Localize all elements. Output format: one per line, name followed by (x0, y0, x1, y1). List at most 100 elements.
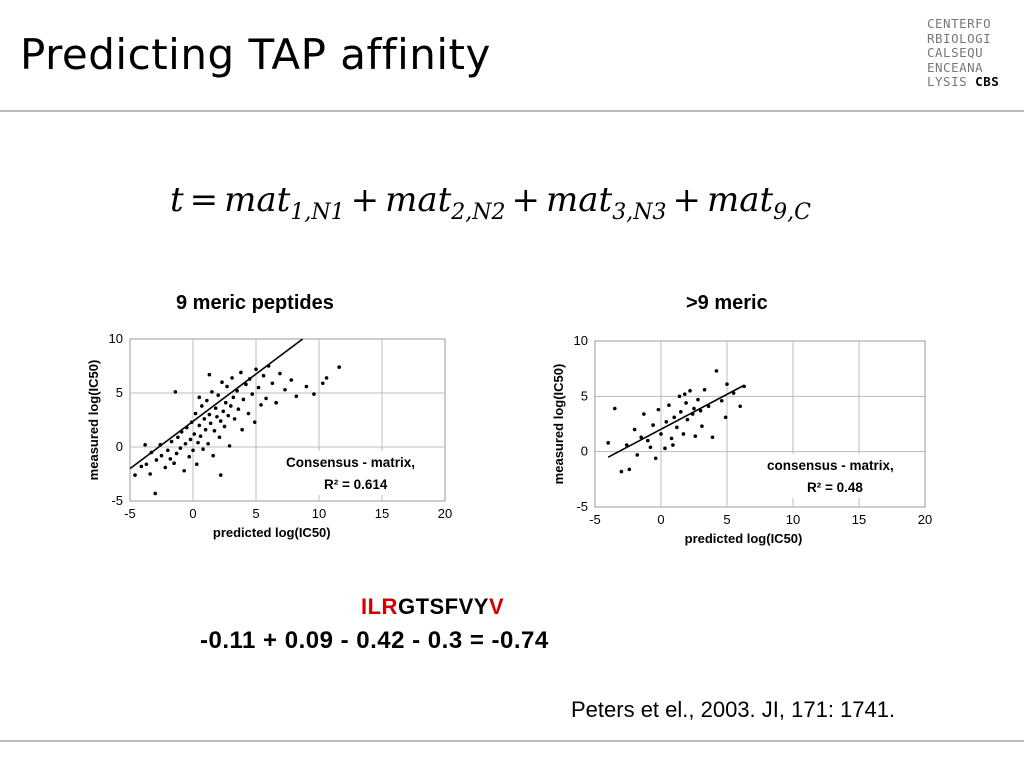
data-point (312, 392, 316, 396)
formula-term-sub: 2,N2 (451, 199, 506, 225)
logo-line: RBIOLOGI (927, 30, 992, 46)
data-point (148, 472, 152, 476)
data-point (738, 404, 742, 409)
chart-title-longer: >9 meric (686, 292, 768, 314)
slide-title: Predicting TAP affinity (20, 30, 491, 79)
x-tick-label: -5 (124, 506, 136, 521)
bottom-divider (0, 740, 1024, 742)
data-point (213, 406, 218, 410)
data-point (656, 407, 661, 412)
data-point (193, 411, 198, 416)
x-axis-label: predicted log(IC50) (685, 531, 803, 546)
y-tick-label: 10 (574, 333, 588, 348)
formula-term-name: mat (546, 180, 613, 220)
data-point (663, 446, 667, 451)
y-tick-label: -5 (111, 493, 123, 508)
data-point (664, 419, 669, 424)
data-point (212, 429, 217, 433)
data-point (178, 446, 183, 450)
data-point (702, 387, 707, 392)
x-tick-label: -5 (589, 512, 601, 527)
cbs-logo: CENTERFO RBIOLOGI CALSEQU ENCEANA LYSIS … (927, 16, 1017, 90)
data-point (187, 454, 192, 459)
data-point (639, 435, 643, 440)
data-point (304, 384, 309, 389)
x-axis-label: predicted log(IC50) (213, 525, 331, 540)
top-divider (0, 110, 1024, 112)
data-point (196, 440, 200, 445)
data-point (218, 419, 223, 423)
formula-lhs: t (170, 180, 184, 220)
data-point (672, 415, 676, 420)
data-point (154, 458, 159, 462)
data-point (221, 409, 226, 414)
data-point (677, 394, 682, 399)
data-point (270, 381, 275, 386)
data-point (659, 432, 663, 436)
data-point (261, 373, 266, 378)
x-tick-label: 10 (786, 512, 800, 527)
x-tick-label: 15 (375, 506, 389, 521)
data-point (698, 408, 703, 413)
data-point (194, 462, 199, 467)
data-point (211, 453, 215, 458)
data-point (235, 389, 239, 393)
data-point (648, 445, 653, 450)
data-point (200, 404, 204, 408)
data-point (723, 415, 728, 420)
x-tick-label: 15 (852, 512, 866, 527)
regression-line (607, 384, 745, 458)
data-point (197, 395, 202, 400)
data-point (337, 365, 341, 369)
formula-term-sub: 9,C (773, 199, 811, 225)
logo-badge: CBS (975, 74, 1000, 89)
data-point (166, 448, 170, 453)
formula-plus: + (672, 180, 701, 220)
y-axis-label: measured log(IC50) (551, 364, 566, 485)
data-point (188, 437, 193, 442)
formula-term-name: mat (385, 180, 452, 220)
data-point (227, 444, 232, 448)
data-point (710, 435, 715, 440)
data-point (289, 378, 294, 382)
data-point (231, 395, 236, 400)
data-point (201, 447, 205, 451)
data-point (688, 389, 692, 393)
data-point (215, 414, 219, 419)
data-point (239, 370, 243, 375)
data-point (675, 425, 679, 430)
data-point (232, 417, 237, 421)
data-point (696, 397, 700, 402)
data-point (619, 469, 624, 474)
x-tick-label: 20 (438, 506, 452, 521)
scatter-chart-9mer: -5 0 5 10 15 20 -5 0 5 10 predicted log(IC50) measu… (86, 331, 452, 540)
annotation-background (282, 451, 440, 495)
x-tick-label: 20 (918, 512, 932, 527)
regression-line (129, 338, 304, 470)
data-point (252, 420, 257, 424)
data-point (163, 465, 168, 470)
data-point (725, 382, 729, 386)
data-point (635, 453, 640, 457)
formula-term-name: mat (706, 180, 774, 220)
data-point (681, 432, 686, 436)
logo-line: CALSEQU (927, 45, 984, 60)
data-point (191, 448, 195, 453)
x-tick-label: 0 (657, 512, 664, 527)
data-point (208, 421, 213, 426)
tap-formula: t = mat1,N1 + mat2,N2 + mat3,N3 + mat9,C (170, 180, 811, 225)
y-tick-label: 0 (116, 439, 123, 454)
y-tick-label: 5 (116, 385, 123, 400)
data-point (627, 467, 632, 472)
data-point (220, 380, 224, 384)
data-point (250, 392, 255, 396)
data-point (684, 401, 688, 405)
data-point (223, 400, 228, 405)
formula-term-name: mat (224, 180, 291, 220)
data-point (671, 443, 675, 447)
data-point (256, 385, 261, 390)
data-point (139, 464, 144, 469)
data-point (218, 473, 223, 477)
data-point (651, 423, 655, 427)
data-point (324, 376, 329, 380)
